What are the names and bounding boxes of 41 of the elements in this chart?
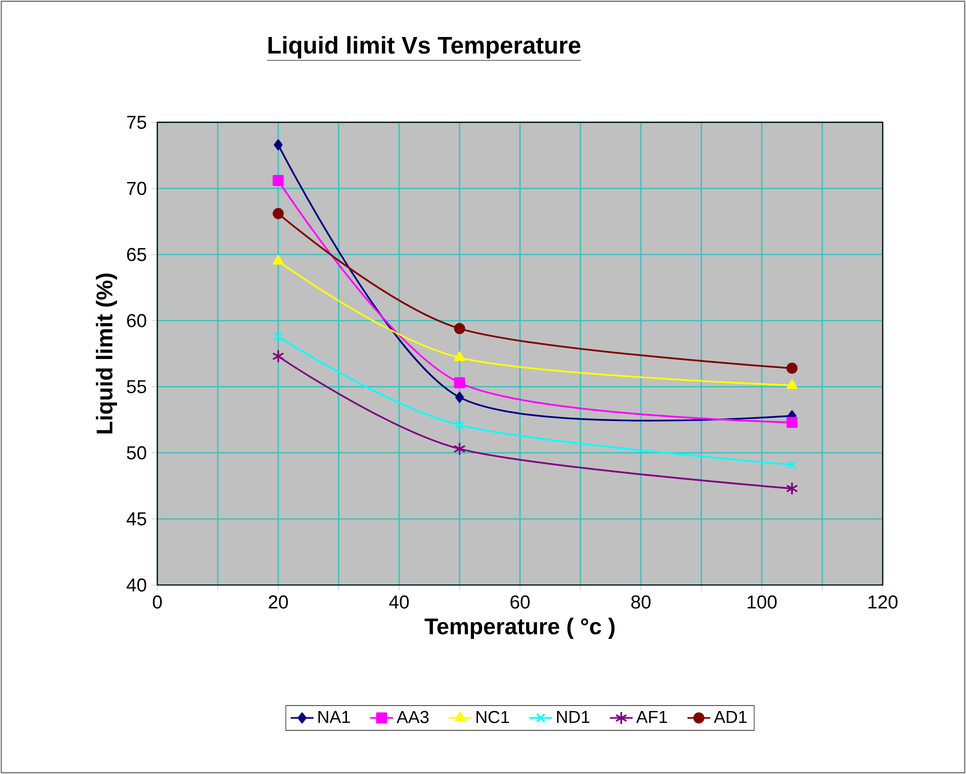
point (786, 379, 798, 389)
point (786, 482, 798, 496)
legend-label: ND1 (557, 710, 590, 723)
point (454, 377, 466, 388)
y-tick-label: 50 (126, 446, 146, 460)
point (786, 362, 798, 374)
point (272, 208, 284, 220)
point (454, 420, 464, 430)
point (453, 442, 466, 456)
legend-label: NC1 (476, 710, 509, 724)
x-tick-label: 100 (748, 595, 777, 609)
point (455, 392, 464, 403)
chart-title: Liquid limit Vs Temperature (268, 36, 580, 59)
x-tick-label: 40 (389, 595, 409, 609)
x-tick-label: 80 (631, 595, 651, 609)
legend-label: NA1 (318, 710, 350, 723)
y-axis-title: Liquid limit (%) (96, 274, 118, 434)
point (454, 323, 466, 334)
point (272, 349, 284, 364)
point (272, 174, 284, 186)
point (274, 139, 283, 150)
x-tick-label: 120 (868, 595, 898, 609)
y-tick-label: 70 (127, 182, 146, 196)
y-tick-label: 60 (127, 314, 146, 328)
y-tick-label: 55 (126, 380, 146, 394)
legend-label: AA3 (396, 710, 429, 724)
point (786, 416, 798, 428)
point (274, 332, 283, 342)
point (272, 254, 284, 265)
legend-label: AF1 (636, 710, 668, 723)
legend-label: AD1 (714, 710, 747, 723)
point (787, 460, 797, 470)
y-tick-label: 40 (126, 578, 146, 592)
x-axis-title: Temperature ( °c ) (424, 618, 614, 639)
y-tick-label: 65 (127, 248, 146, 262)
x-tick-label: 0 (152, 595, 162, 609)
x-tick-label: 20 (268, 595, 288, 609)
point (454, 351, 466, 362)
y-tick-label: 45 (126, 512, 146, 526)
x-tick-label: 60 (510, 595, 530, 609)
y-tick-label: 75 (127, 116, 146, 129)
